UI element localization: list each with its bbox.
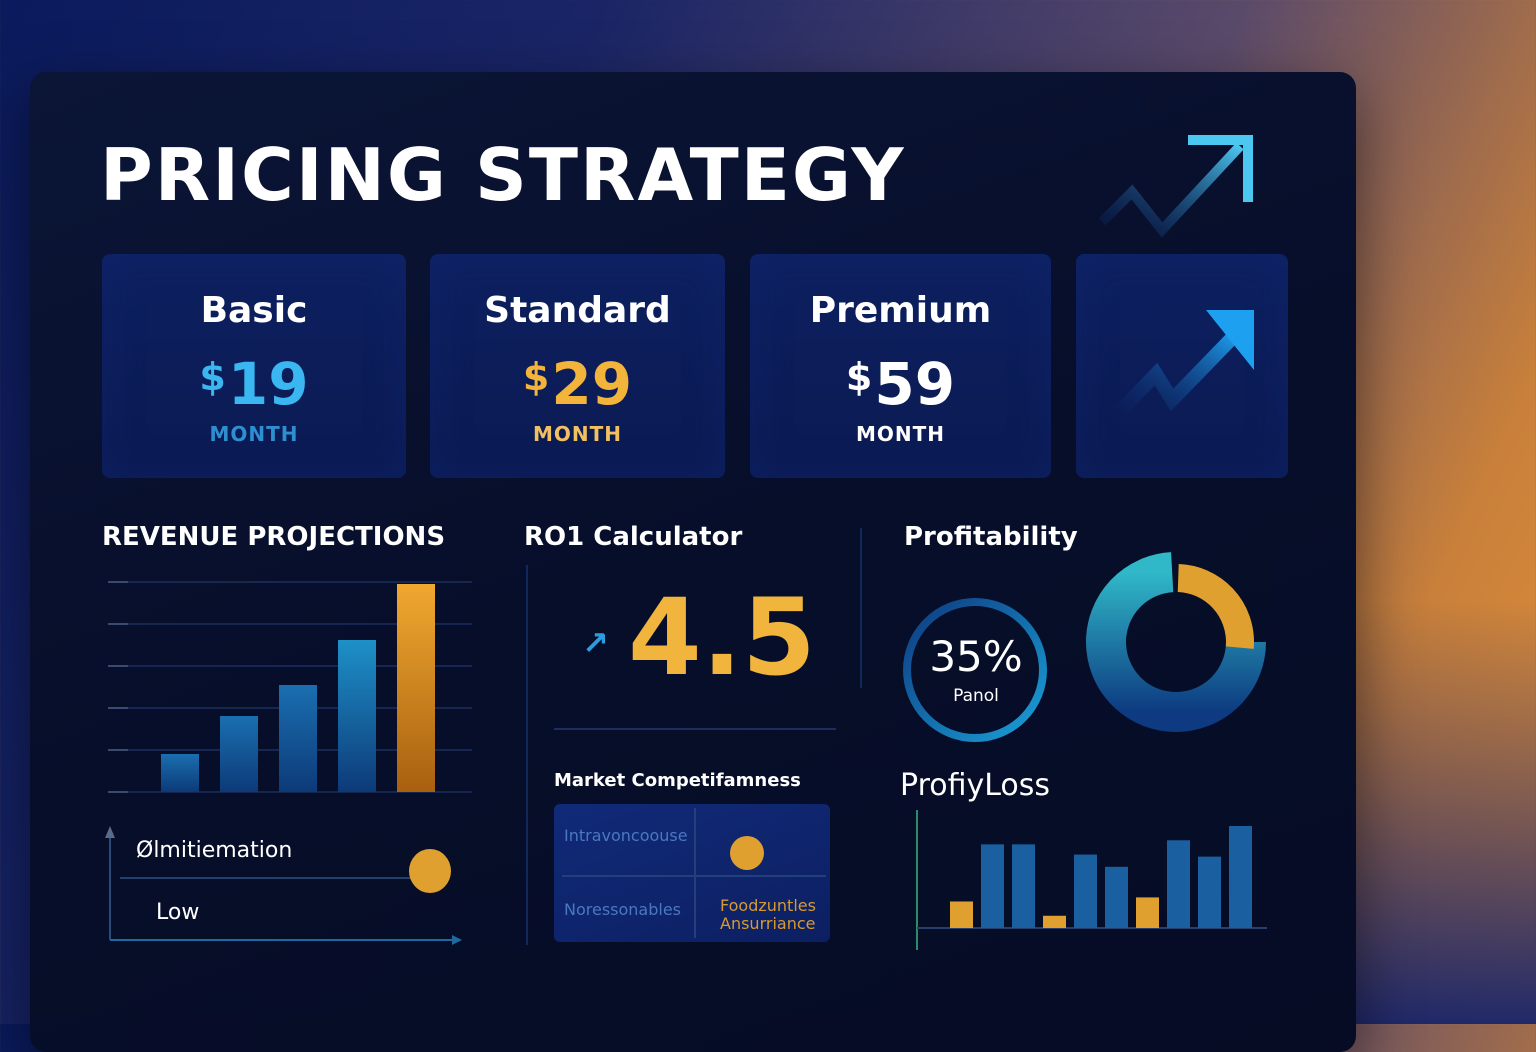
matrix-cell-bottom-right-2: Ansurriance [720, 914, 816, 933]
price-amount: 19 [227, 350, 309, 418]
roi-value: 4.5 [628, 576, 816, 699]
profit-loss-bar [950, 901, 973, 928]
profit-loss-bar [1167, 840, 1190, 928]
matrix-divider [562, 875, 826, 877]
plan-period: MONTH [855, 422, 946, 446]
divider [526, 565, 528, 945]
profit-loss-bar [1136, 897, 1159, 928]
currency-symbol: $ [199, 355, 226, 399]
revenue-bar [397, 584, 435, 792]
plan-price: $59 [750, 342, 1051, 419]
plan-name: Basic [200, 290, 308, 331]
page-title: PRICING STRATEGY [100, 133, 906, 217]
profit-loss-bar [981, 844, 1004, 928]
currency-symbol: $ [522, 355, 550, 399]
profit-loss-bar-chart [916, 810, 1267, 950]
profitability-sub: Panol [953, 686, 999, 706]
revenue-projections-label: REVENUE PROJECTIONS [102, 522, 446, 552]
plan-price: $29 [430, 342, 725, 419]
revenue-bar-chart [108, 581, 472, 793]
profit-loss-bar [1198, 856, 1221, 928]
profitability-percent: 35% [929, 632, 1023, 681]
profit-loss-bar [1229, 826, 1252, 928]
roi-up-arrow-icon: ↗ [582, 624, 609, 662]
trend-up-icon [1098, 135, 1253, 238]
matrix-cell-bottom-left: Noressonables [564, 900, 682, 919]
revenue-bar [279, 685, 317, 792]
estimation-axes [105, 826, 462, 945]
matrix-cell-top-left: Intravoncoouse [564, 826, 688, 845]
plan-card-premium[interactable]: Premium $59 MONTH [750, 254, 1051, 478]
profitability-donut [1086, 552, 1266, 732]
market-matrix[interactable]: Intravoncoouse Noressonables Foodzuntles… [554, 804, 830, 942]
profitability-ring [903, 598, 1047, 742]
profit-loss-bar [1105, 866, 1128, 928]
profit-loss-label: ProfiyLoss [900, 768, 1051, 803]
matrix-cell-bottom-right-1: Foodzuntles [720, 896, 816, 915]
position-marker[interactable] [409, 849, 451, 893]
growth-arrow-icon [1106, 310, 1254, 427]
price-amount: 29 [551, 350, 633, 418]
profit-loss-bar [1012, 844, 1035, 928]
trend-card[interactable] [1076, 254, 1288, 478]
plan-period: MONTH [209, 422, 299, 446]
revenue-bar [338, 640, 376, 792]
profit-loss-bar [1074, 854, 1097, 928]
low-label: Low [156, 900, 200, 925]
profit-loss-bar [1043, 915, 1066, 928]
plan-period: MONTH [532, 422, 623, 446]
estimation-label: Ølmitiemation [136, 838, 293, 863]
divider [860, 528, 862, 688]
roi-calculator-label: RO1 Calculator [524, 522, 743, 552]
plan-name: Premium [809, 290, 992, 331]
plan-card-standard[interactable]: Standard $29 MONTH [430, 254, 725, 478]
plan-card-basic[interactable]: Basic $19 MONTH [102, 254, 406, 478]
profitability-label: Profitability [904, 522, 1078, 552]
matrix-divider [694, 808, 696, 938]
revenue-bar [161, 754, 199, 792]
currency-symbol: $ [845, 355, 873, 399]
market-competitiveness-label: Market Competifamness [554, 770, 801, 791]
price-amount: 59 [874, 350, 956, 418]
plan-name: Standard [484, 290, 671, 331]
revenue-bar [220, 716, 258, 792]
matrix-marker[interactable] [730, 836, 764, 870]
divider [554, 728, 836, 730]
plan-price: $19 [102, 342, 406, 419]
